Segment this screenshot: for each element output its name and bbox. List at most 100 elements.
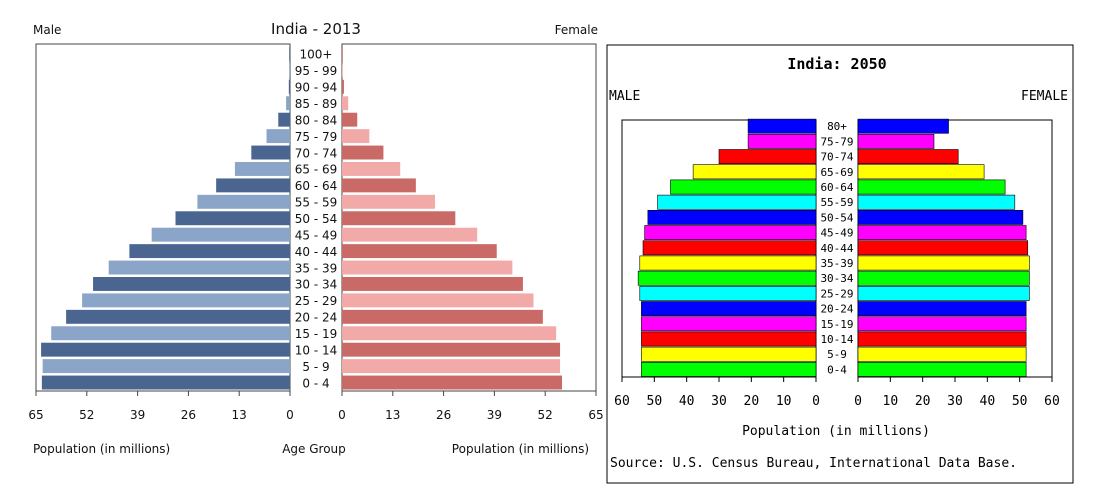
female-bar-5-9	[857, 346, 1027, 362]
female-bar-25-29	[342, 293, 534, 308]
age-group-label: 10 - 14	[295, 343, 338, 357]
age-group-label: 75 - 79	[295, 130, 338, 144]
female-bar-100+	[342, 47, 343, 61]
age-group-label: 35-39	[820, 257, 853, 270]
age-group-label: 5-9	[827, 348, 847, 361]
age-group-label: 40 - 44	[295, 245, 338, 259]
male-x-tick-label: 13	[232, 408, 247, 422]
female-bar-35-39	[857, 255, 1030, 271]
female-bar-30-34	[857, 270, 1030, 286]
female-bar-25-29	[857, 286, 1030, 301]
female-bar-40-44	[857, 240, 1029, 256]
male-bar-5-9	[42, 359, 290, 374]
female-x-tick-label: 65	[588, 408, 603, 422]
female-bar-5-9	[342, 359, 561, 374]
male-x-tick-label: 0	[812, 394, 820, 409]
female-x-tick-label: 10	[883, 394, 899, 409]
male-x-tick-label: 60	[614, 394, 630, 409]
male-bar-15-19	[641, 316, 817, 332]
male-bar-30-34	[637, 270, 817, 286]
age-group-label: 15 - 19	[295, 327, 338, 341]
age-group-label: 0 - 4	[302, 376, 329, 390]
age-group-label: 60-64	[820, 181, 853, 194]
female-bar-95-99	[342, 63, 343, 78]
male-bar-75-79	[266, 129, 290, 144]
chart-title: India: 2050	[787, 55, 886, 73]
female-bar-10-14	[342, 342, 561, 357]
female-bar-90-94	[342, 79, 344, 94]
male-bar-0-4	[641, 361, 817, 377]
male-bar-40-44	[642, 240, 817, 256]
female-bar-30-34	[342, 277, 523, 291]
age-group-label: 80 - 84	[295, 113, 338, 127]
female-bar-0-4	[342, 375, 563, 390]
male-x-tick-label: 52	[79, 408, 94, 422]
female-bar-55-59	[857, 194, 1016, 210]
male-bar-80-84	[278, 112, 290, 127]
male-bar-95-99	[289, 63, 290, 78]
age-group-label: 65-69	[820, 166, 853, 179]
male-bar-40-44	[129, 244, 290, 259]
female-x-tick-label: 40	[980, 394, 996, 409]
male-bar-60-64	[670, 179, 817, 195]
male-bar-55-59	[197, 194, 290, 209]
male-bar-5-9	[641, 346, 817, 362]
age-group-label: 85 - 89	[295, 97, 338, 111]
female-bar-55-59	[342, 194, 436, 209]
female-bar-0-4	[857, 361, 1027, 377]
male-bar-80+	[747, 118, 817, 134]
female-bar-15-19	[857, 316, 1027, 332]
female-bar-60-64	[857, 179, 1006, 195]
age-group-label: 15-19	[820, 318, 853, 331]
age-group-label: 25 - 29	[295, 294, 338, 308]
female-bar-35-39	[342, 260, 513, 275]
age-group-label: 45 - 49	[295, 228, 338, 242]
age-group-label: 50 - 54	[295, 212, 338, 226]
age-group-label: 70-74	[820, 151, 853, 164]
male-bar-0-4	[41, 375, 290, 390]
female-x-tick-label: 50	[1012, 394, 1028, 409]
female-x-tick-label: 60	[1044, 394, 1060, 409]
age-group-label: 10-14	[820, 333, 853, 346]
age-group-label: 40-44	[820, 242, 853, 255]
male-header: MALE	[609, 89, 640, 104]
age-group-label: 45-49	[820, 227, 853, 240]
age-group-label: 60 - 64	[295, 179, 338, 193]
age-group-label: 90 - 94	[295, 81, 338, 95]
female-bar-60-64	[342, 178, 416, 193]
male-x-tick-label: 20	[744, 394, 760, 409]
female-bar-80-84	[342, 112, 358, 127]
male-x-tick-label: 39	[130, 408, 145, 422]
female-bar-75-79	[342, 129, 370, 144]
male-bar-45-49	[151, 227, 290, 242]
male-x-tick-label: 30	[711, 394, 727, 409]
age-group-label: 35 - 39	[295, 261, 338, 275]
female-bar-65-69	[342, 162, 401, 176]
female-x-tick-label: 39	[487, 408, 502, 422]
male-bar-25-29	[639, 286, 817, 301]
male-x-tick-label: 0	[286, 408, 294, 422]
female-x-tick-label: 52	[538, 408, 553, 422]
female-bar-45-49	[342, 227, 478, 242]
pyramid-chart-2050: India: 2050 MALE FEMALE 0-4 5-9 10-14 15-19 20-…	[606, 44, 1074, 484]
age-group-label: 20 - 24	[295, 311, 338, 325]
age-group-label: 55-59	[820, 196, 853, 209]
male-bar-35-39	[639, 255, 817, 271]
age-group-label: 30 - 34	[295, 278, 338, 292]
female-x-axis-title: Population (in millions)	[452, 442, 589, 456]
female-bar-70-74	[857, 149, 959, 164]
female-x-tick-label: 26	[436, 408, 451, 422]
male-x-tick-label: 26	[181, 408, 196, 422]
male-x-tick-label: 65	[28, 408, 43, 422]
male-bar-30-34	[93, 277, 290, 291]
female-bar-45-49	[857, 225, 1027, 240]
age-group-label: 0-4	[827, 363, 847, 376]
female-header: Female	[555, 23, 598, 37]
male-bar-25-29	[82, 293, 290, 308]
age-group-label: 65 - 69	[295, 163, 338, 177]
female-bar-10-14	[857, 331, 1027, 347]
male-bar-65-69	[692, 164, 817, 180]
male-x-axis-title: Population (in millions)	[33, 442, 170, 456]
x-axis-title: Population (in millions)	[742, 424, 930, 439]
